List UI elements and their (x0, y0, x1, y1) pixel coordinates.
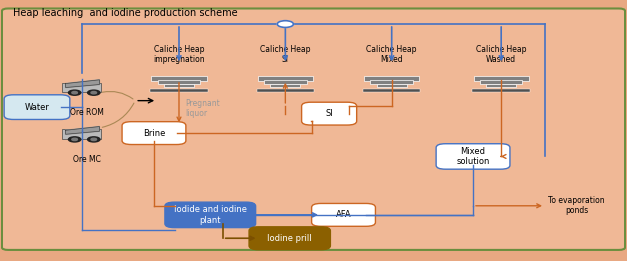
Text: Brine: Brine (143, 129, 165, 138)
Text: Caliche Heap
impregnation: Caliche Heap impregnation (153, 45, 205, 64)
Circle shape (88, 90, 100, 95)
Text: Iodide and iodine
plant: Iodide and iodine plant (174, 205, 247, 224)
Text: Pregnant
liquor: Pregnant liquor (185, 99, 220, 118)
Text: Mixed
solution: Mixed solution (456, 147, 490, 166)
FancyBboxPatch shape (256, 90, 314, 92)
FancyBboxPatch shape (486, 84, 516, 87)
Text: Ore MC: Ore MC (73, 155, 101, 164)
Circle shape (72, 138, 78, 141)
FancyBboxPatch shape (2, 9, 625, 250)
FancyBboxPatch shape (158, 80, 200, 84)
Text: Ore ROM: Ore ROM (70, 108, 104, 117)
Circle shape (72, 92, 78, 94)
Circle shape (91, 92, 97, 94)
FancyBboxPatch shape (62, 129, 101, 139)
FancyBboxPatch shape (249, 227, 330, 250)
FancyBboxPatch shape (371, 80, 413, 84)
FancyBboxPatch shape (480, 80, 522, 84)
FancyBboxPatch shape (152, 76, 206, 81)
Circle shape (88, 137, 100, 142)
FancyBboxPatch shape (122, 122, 186, 145)
FancyBboxPatch shape (150, 90, 208, 92)
Circle shape (68, 137, 81, 142)
FancyBboxPatch shape (264, 80, 307, 84)
Circle shape (68, 90, 81, 95)
FancyBboxPatch shape (270, 84, 300, 87)
Text: Caliche Heap
Washed: Caliche Heap Washed (476, 45, 527, 64)
FancyBboxPatch shape (377, 84, 407, 87)
FancyBboxPatch shape (302, 102, 357, 125)
Text: SI: SI (325, 109, 333, 118)
FancyBboxPatch shape (472, 90, 530, 92)
Text: AFA: AFA (335, 210, 351, 220)
FancyBboxPatch shape (312, 204, 376, 226)
Text: Heap leaching  and iodine production scheme: Heap leaching and iodine production sche… (13, 9, 238, 19)
FancyBboxPatch shape (436, 144, 510, 169)
Text: Iodine prill: Iodine prill (267, 234, 312, 243)
FancyBboxPatch shape (4, 95, 70, 120)
FancyBboxPatch shape (363, 90, 421, 92)
FancyBboxPatch shape (364, 76, 419, 81)
FancyBboxPatch shape (62, 82, 101, 92)
Circle shape (277, 21, 293, 27)
Text: To evaporation
ponds: To evaporation ponds (548, 196, 604, 216)
Text: Water: Water (24, 103, 50, 112)
Polygon shape (66, 127, 100, 134)
FancyBboxPatch shape (473, 76, 529, 81)
Text: Caliche Heap
SI: Caliche Heap SI (260, 45, 310, 64)
FancyBboxPatch shape (258, 76, 313, 81)
FancyBboxPatch shape (165, 202, 256, 228)
FancyBboxPatch shape (164, 84, 194, 87)
Polygon shape (66, 80, 100, 87)
Text: Caliche Heap
Mixed: Caliche Heap Mixed (366, 45, 417, 64)
Circle shape (91, 138, 97, 141)
